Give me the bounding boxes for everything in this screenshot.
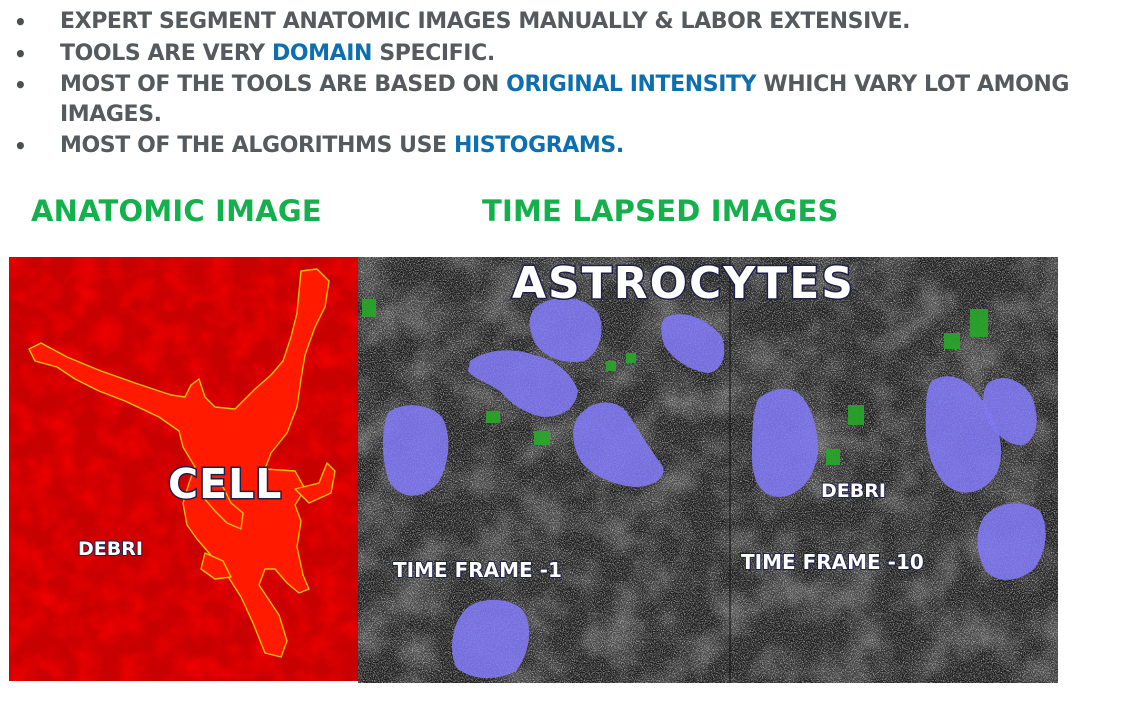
debri-square	[944, 333, 960, 349]
astrocyte-6	[452, 599, 530, 679]
bullet-text-part: TOOLS ARE VERY	[60, 41, 272, 66]
astrocyte-4	[382, 405, 449, 496]
cell-label: CELL	[166, 459, 283, 510]
bullet-list: • EXPERT SEGMENT ANATOMIC IMAGES MANUALLY…	[14, 6, 1114, 162]
bullet-text: TOOLS ARE VERY DOMAIN SPECIFIC.	[60, 38, 1114, 70]
cell-branch-lower	[200, 552, 232, 580]
anatomic-image-graphic	[9, 257, 358, 681]
time-frame-1-label: TIME FRAME -1	[392, 557, 563, 583]
highlighted-term: ORIGINAL INTENSITY	[506, 72, 757, 97]
bullet-item: • TOOLS ARE VERY DOMAIN SPECIFIC.	[14, 38, 1114, 70]
astrocyte-2	[661, 314, 725, 373]
bullet-dot-icon: •	[14, 10, 27, 34]
time-lapsed-images-title: TIME LAPSED IMAGES	[482, 194, 839, 228]
highlighted-term: DOMAIN	[271, 41, 373, 66]
debri-square	[848, 405, 864, 425]
debri-square	[486, 411, 500, 423]
anatomic-image	[9, 257, 358, 681]
cell-shape	[28, 268, 330, 658]
bullet-item: • MOST OF THE ALGORITHMS USE HISTOGRAMS.	[14, 130, 1114, 162]
bullet-text-part: MOST OF THE ALGORITHMS USE	[60, 133, 454, 158]
astrocyte-5	[573, 402, 664, 487]
bullet-dot-icon: •	[14, 42, 27, 66]
astrocyte-10	[977, 503, 1046, 580]
debri-square	[606, 361, 616, 371]
debri-square	[626, 353, 636, 363]
debri-square	[826, 449, 840, 465]
highlighted-term: HISTOGRAMS.	[453, 133, 624, 158]
cell-branch-left	[202, 476, 244, 530]
time-frame-10-label: TIME FRAME -10	[740, 549, 925, 575]
bullet-text: EXPERT SEGMENT ANATOMIC IMAGES MANUALLY …	[60, 6, 1114, 38]
bullet-text-part: SPECIFIC.	[372, 41, 495, 66]
bullet-item: • EXPERT SEGMENT ANATOMIC IMAGES MANUALLY…	[14, 6, 1114, 38]
astrocyte-7	[752, 388, 818, 497]
bullet-dot-icon: •	[14, 134, 27, 158]
bullet-text-part: MOST OF THE TOOLS ARE BASED ON	[60, 72, 507, 97]
bullet-text-part: WHICH VARY LOT AMONG IMAGES.	[60, 72, 1070, 127]
cell-branch-right	[294, 462, 336, 504]
bullet-text: MOST OF THE TOOLS ARE BASED ON ORIGINAL …	[60, 70, 1114, 130]
bullet-dot-icon: •	[14, 73, 27, 97]
astrocytes-label: ASTROCYTES	[511, 257, 855, 311]
time-lapsed-image-graphic	[358, 257, 1058, 683]
time-lapsed-image	[358, 257, 1058, 683]
debri-label-anatomic: DEBRI	[77, 537, 144, 561]
astrocyte-3	[468, 350, 578, 417]
bullet-item: • MOST OF THE TOOLS ARE BASED ON ORIGINAL…	[14, 70, 1114, 130]
debri-square	[970, 309, 988, 337]
debri-square	[534, 431, 550, 445]
bullet-text: MOST OF THE ALGORITHMS USE HISTOGRAMS.	[60, 130, 1114, 162]
astrocyte-1	[529, 297, 602, 363]
debri-square	[362, 299, 376, 317]
astrocyte-8	[925, 376, 1002, 493]
anatomic-image-title: ANATOMIC IMAGE	[31, 194, 322, 228]
debri-label-timelapse: DEBRI	[820, 479, 887, 503]
astrocyte-9	[983, 378, 1037, 446]
bullet-text-part: EXPERT SEGMENT ANATOMIC IMAGES MANUALLY …	[60, 9, 911, 34]
